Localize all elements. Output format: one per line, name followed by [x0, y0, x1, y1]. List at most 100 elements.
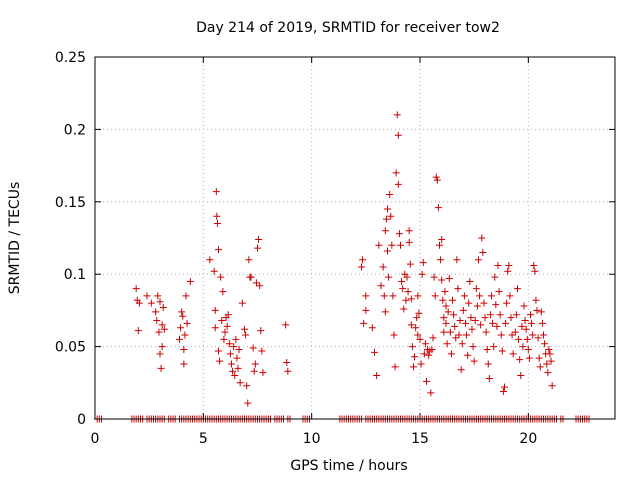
y-tick-label: 0.05 — [55, 340, 86, 356]
data-point — [459, 306, 467, 314]
data-point — [504, 267, 512, 275]
data-point — [488, 292, 495, 300]
data-point — [412, 324, 420, 332]
data-point — [428, 345, 436, 353]
data-point — [463, 331, 471, 339]
data-point — [359, 256, 367, 264]
x-tick-label: 15 — [411, 431, 429, 447]
data-point — [254, 244, 261, 252]
data-point — [511, 328, 519, 336]
data-point — [392, 169, 400, 177]
data-point — [210, 267, 218, 275]
data-point — [529, 331, 537, 339]
data-point — [443, 340, 451, 348]
data-point — [390, 331, 398, 339]
data-point — [442, 302, 450, 310]
data-point — [211, 324, 219, 332]
data-point — [475, 256, 482, 264]
data-point — [134, 327, 142, 335]
data-point — [245, 256, 253, 264]
data-point — [373, 372, 381, 380]
plot-frame — [94, 56, 616, 420]
data-point — [360, 319, 368, 327]
data-point — [213, 220, 221, 228]
data-point — [243, 382, 251, 390]
data-point — [226, 350, 234, 358]
data-point — [440, 314, 448, 322]
x-axis-label: GPS time / hours — [290, 458, 407, 474]
data-point — [225, 340, 233, 348]
data-point — [506, 292, 514, 300]
data-point — [458, 340, 466, 348]
data-point — [232, 335, 240, 343]
data-point — [512, 311, 520, 319]
data-point — [476, 292, 484, 300]
data-point — [490, 343, 498, 351]
data-point — [183, 319, 191, 327]
data-point — [242, 331, 250, 339]
data-point — [523, 335, 531, 343]
data-point — [419, 259, 427, 267]
data-point — [217, 273, 225, 281]
data-point — [229, 367, 237, 375]
data-point — [236, 379, 244, 387]
data-point — [470, 357, 478, 365]
data-point — [478, 234, 486, 242]
x-tick-label: 0 — [91, 431, 100, 447]
data-point — [257, 327, 265, 335]
data-point — [249, 344, 257, 352]
data-point — [215, 347, 222, 355]
data-point — [480, 299, 488, 307]
data-point — [211, 306, 219, 314]
data-point — [436, 241, 443, 249]
data-point — [534, 334, 542, 342]
data-point — [433, 176, 441, 184]
data-point — [541, 340, 549, 348]
data-point — [451, 322, 459, 330]
data-point — [382, 215, 390, 223]
data-point — [502, 319, 510, 327]
data-point — [518, 322, 526, 330]
data-point — [444, 308, 452, 316]
data-point — [216, 357, 224, 365]
data-point — [156, 298, 164, 306]
data-point — [218, 317, 226, 325]
data-point — [413, 314, 421, 322]
data-point — [414, 292, 422, 300]
data-point — [406, 260, 414, 268]
data-point — [241, 325, 248, 333]
data-point — [155, 328, 163, 336]
data-point — [437, 256, 445, 264]
data-point — [453, 256, 461, 264]
data-point — [407, 295, 415, 303]
data-point — [157, 364, 165, 372]
data-point — [477, 321, 485, 329]
data-point — [531, 267, 539, 275]
data-point — [250, 367, 258, 375]
data-point — [493, 322, 501, 330]
data-point — [418, 270, 426, 278]
data-point — [283, 359, 291, 367]
data-point — [515, 335, 523, 343]
data-point — [494, 262, 502, 270]
data-point — [449, 296, 456, 304]
data-point — [154, 292, 162, 300]
data-point — [535, 354, 543, 362]
data-point — [206, 256, 214, 264]
data-point — [397, 241, 404, 249]
data-point — [158, 343, 166, 351]
data-point — [495, 288, 503, 296]
data-point — [514, 285, 521, 293]
y-tick-label: 0.1 — [64, 267, 86, 283]
data-point — [496, 311, 504, 319]
x-tick-label: 5 — [199, 431, 208, 447]
data-point — [483, 345, 491, 353]
axis-ticks: 0 5 10 15 20 0 0.05 0.1 0.15 0.2 0.25 — [55, 50, 615, 447]
data-point — [456, 317, 464, 325]
y-tick-label: 0.15 — [55, 195, 86, 211]
data-point — [362, 292, 370, 300]
data-point — [507, 314, 515, 322]
data-point — [258, 347, 266, 355]
data-point — [543, 360, 551, 368]
data-point — [368, 324, 376, 332]
